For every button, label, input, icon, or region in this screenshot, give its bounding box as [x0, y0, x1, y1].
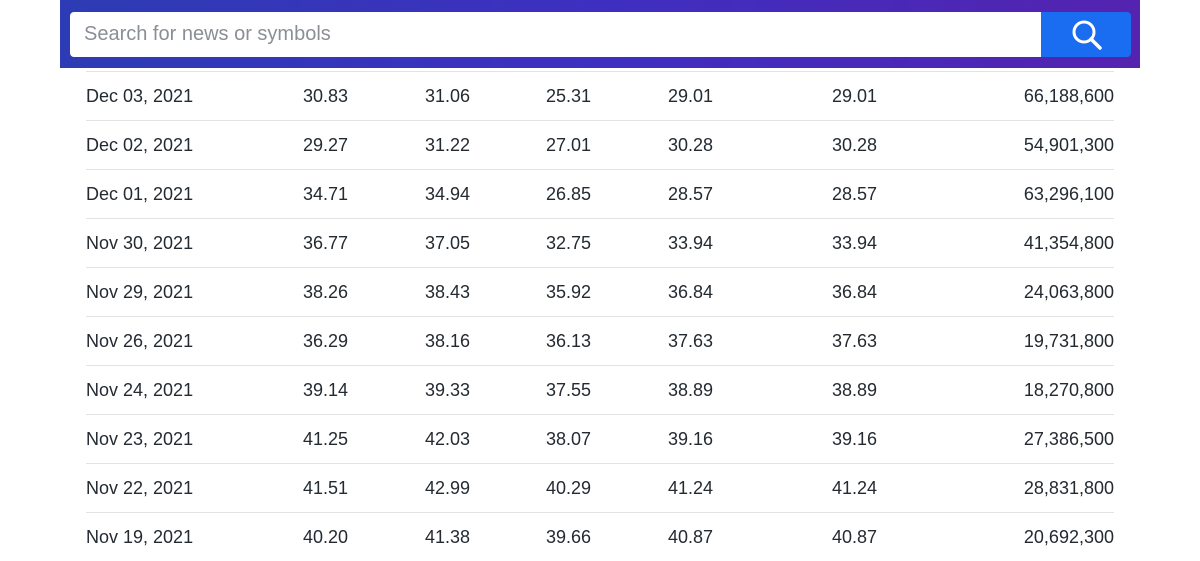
value-cell: 36.13 — [545, 331, 591, 351]
value-cell: 30.83 — [302, 86, 348, 106]
value-cell: 34.94 — [424, 184, 470, 204]
search-button[interactable] — [1041, 12, 1131, 57]
table-row: Dec 03, 2021 30.83 31.06 25.31 29.01 29.01 66,… — [86, 71, 1114, 120]
table-row: Nov 29, 2021 38.26 38.43 35.92 36.84 36.84 24,… — [86, 267, 1114, 316]
value-cell: 37.55 — [545, 380, 591, 400]
value-cell: 28.57 — [831, 184, 877, 204]
value-cell: 39.66 — [545, 527, 591, 547]
value-cell: 36.29 — [302, 331, 348, 351]
value-cell: 27.01 — [545, 135, 591, 155]
date-cell: Dec 03, 2021 — [86, 86, 194, 106]
value-cell: 24,063,800 — [1023, 282, 1114, 302]
value-cell: 40.29 — [545, 478, 591, 498]
value-cell: 35.92 — [545, 282, 591, 302]
value-cell: 31.06 — [424, 86, 470, 106]
table-row: Nov 23, 2021 41.25 42.03 38.07 39.16 39.16 27,… — [86, 414, 1114, 463]
table-row: Nov 26, 2021 36.29 38.16 36.13 37.63 37.63 19,… — [86, 316, 1114, 365]
table-row: Nov 30, 2021 36.77 37.05 32.75 33.94 33.94 41,… — [86, 218, 1114, 267]
search-placeholder: Search for news or symbols — [84, 23, 331, 45]
date-cell: Nov 22, 2021 — [86, 478, 194, 498]
value-cell: 31.22 — [424, 135, 470, 155]
value-cell: 34.71 — [302, 184, 348, 204]
value-cell: 36.77 — [302, 233, 348, 253]
history-table: Dec 03, 2021 30.83 31.06 25.31 29.01 29.01 66,… — [86, 71, 1114, 561]
value-cell: 33.94 — [667, 233, 713, 253]
value-cell: 38.43 — [424, 282, 470, 302]
value-cell: 37.05 — [424, 233, 470, 253]
value-cell: 38.26 — [302, 282, 348, 302]
value-cell: 39.33 — [424, 380, 470, 400]
value-cell: 29.01 — [667, 86, 713, 106]
value-cell: 38.16 — [424, 331, 470, 351]
value-cell: 38.07 — [545, 429, 591, 449]
value-cell: 37.63 — [831, 331, 877, 351]
value-cell: 41.51 — [302, 478, 348, 498]
date-cell: Nov 29, 2021 — [86, 282, 194, 302]
value-cell: 39.14 — [302, 380, 348, 400]
date-cell: Nov 23, 2021 — [86, 429, 194, 449]
value-cell: 38.89 — [667, 380, 713, 400]
value-cell: 41,354,800 — [1023, 233, 1114, 253]
value-cell: 28,831,800 — [1023, 478, 1114, 498]
table-row: Nov 22, 2021 41.51 42.99 40.29 41.24 41.24 28,… — [86, 463, 1114, 512]
date-cell: Nov 26, 2021 — [86, 331, 194, 351]
value-cell: 20,692,300 — [1023, 527, 1114, 547]
search-input[interactable]: Search for news or symbols — [70, 12, 1041, 57]
value-cell: 32.75 — [545, 233, 591, 253]
date-cell: Nov 19, 2021 — [86, 527, 194, 547]
date-cell: Nov 24, 2021 — [86, 380, 194, 400]
value-cell: 36.84 — [831, 282, 877, 302]
value-cell: 39.16 — [667, 429, 713, 449]
value-cell: 66,188,600 — [1023, 86, 1114, 106]
value-cell: 29.01 — [831, 86, 877, 106]
value-cell: 25.31 — [545, 86, 591, 106]
value-cell: 42.03 — [424, 429, 470, 449]
table-row: Dec 01, 2021 34.71 34.94 26.85 28.57 28.57 63,… — [86, 169, 1114, 218]
table-row: Nov 19, 2021 40.20 41.38 39.66 40.87 40.87 20,… — [86, 512, 1114, 561]
value-cell: 54,901,300 — [1023, 135, 1114, 155]
value-cell: 63,296,100 — [1023, 184, 1114, 204]
value-cell: 29.27 — [302, 135, 348, 155]
value-cell: 33.94 — [831, 233, 877, 253]
value-cell: 41.24 — [667, 478, 713, 498]
value-cell: 40.87 — [667, 527, 713, 547]
date-cell: Dec 01, 2021 — [86, 184, 194, 204]
table-row: Nov 24, 2021 39.14 39.33 37.55 38.89 38.89 18,… — [86, 365, 1114, 414]
value-cell: 19,731,800 — [1023, 331, 1114, 351]
date-cell: Dec 02, 2021 — [86, 135, 194, 155]
search-header: Search for news or symbols — [60, 0, 1140, 68]
value-cell: 41.25 — [302, 429, 348, 449]
date-cell: Nov 30, 2021 — [86, 233, 194, 253]
value-cell: 18,270,800 — [1023, 380, 1114, 400]
value-cell: 41.38 — [424, 527, 470, 547]
value-cell: 39.16 — [831, 429, 877, 449]
value-cell: 36.84 — [667, 282, 713, 302]
value-cell: 26.85 — [545, 184, 591, 204]
value-cell: 40.20 — [302, 527, 348, 547]
search-icon — [1072, 20, 1102, 50]
value-cell: 38.89 — [831, 380, 877, 400]
value-cell: 30.28 — [831, 135, 877, 155]
table-row: Dec 02, 2021 29.27 31.22 27.01 30.28 30.28 54,… — [86, 120, 1114, 169]
value-cell: 28.57 — [667, 184, 713, 204]
value-cell: 37.63 — [667, 331, 713, 351]
value-cell: 40.87 — [831, 527, 877, 547]
value-cell: 27,386,500 — [1023, 429, 1114, 449]
value-cell: 42.99 — [424, 478, 470, 498]
value-cell: 41.24 — [831, 478, 877, 498]
value-cell: 30.28 — [667, 135, 713, 155]
